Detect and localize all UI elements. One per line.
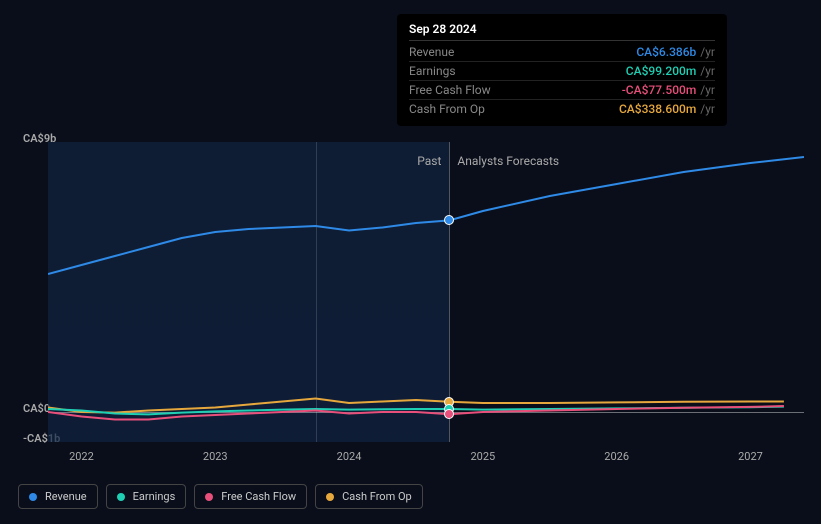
legend-label: Earnings: [133, 490, 176, 503]
tooltip-label: Free Cash Flow: [409, 83, 491, 97]
tooltip-unit: /yr: [700, 83, 715, 97]
tooltip-value: CA$6.386b: [636, 45, 696, 59]
tooltip-unit: /yr: [700, 64, 715, 78]
tooltip-date: Sep 28 2024: [409, 22, 715, 41]
x-axis-tick: 2026: [604, 450, 629, 463]
legend-dot-icon: [205, 493, 213, 501]
legend-label: Free Cash Flow: [221, 490, 296, 503]
hover-tooltip: Sep 28 2024 Revenue CA$6.386b /yr Earnin…: [397, 14, 727, 126]
tooltip-unit: /yr: [700, 102, 715, 116]
tooltip-label: Revenue: [409, 45, 454, 59]
x-axis-tick: 2023: [203, 450, 228, 463]
x-axis: 2022 2023 2024 2025 2026 2027: [48, 450, 804, 470]
legend-dot-icon: [326, 493, 334, 501]
series-line: [48, 157, 804, 274]
legend-label: Revenue: [45, 490, 87, 503]
tooltip-row: Cash From Op CA$338.600m /yr: [409, 100, 715, 118]
chart-lines: [48, 142, 804, 442]
x-axis-tick: 2024: [337, 450, 362, 463]
x-axis-tick: 2027: [738, 450, 763, 463]
tooltip-value: CA$338.600m: [619, 102, 696, 116]
chart-plot[interactable]: Past Analysts Forecasts: [48, 142, 804, 442]
tooltip-value: -CA$77.500m: [622, 83, 697, 97]
legend-item[interactable]: Cash From Op: [315, 484, 423, 509]
tooltip-label: Earnings: [409, 64, 456, 78]
legend-item[interactable]: Revenue: [18, 484, 98, 509]
tooltip-label: Cash From Op: [409, 102, 485, 116]
legend-dot-icon: [117, 493, 125, 501]
tooltip-unit: /yr: [700, 45, 715, 59]
y-axis-label: CA$0: [23, 402, 50, 415]
legend: Revenue Earnings Free Cash Flow Cash Fro…: [18, 484, 423, 509]
legend-item[interactable]: Free Cash Flow: [194, 484, 307, 509]
legend-dot-icon: [29, 493, 37, 501]
series-marker: [444, 409, 454, 419]
series-line: [48, 399, 784, 413]
chart-area: CA$9bCA$0-CA$1b Past Analysts Forecasts: [18, 132, 804, 442]
x-axis-tick: 2025: [470, 450, 495, 463]
tooltip-rows: Revenue CA$6.386b /yr Earnings CA$99.200…: [409, 43, 715, 118]
tooltip-row: Earnings CA$99.200m /yr: [409, 62, 715, 81]
legend-item[interactable]: Earnings: [106, 484, 187, 509]
series-marker: [444, 215, 454, 225]
legend-label: Cash From Op: [342, 490, 412, 503]
tooltip-row: Revenue CA$6.386b /yr: [409, 43, 715, 62]
x-axis-tick: 2022: [69, 450, 94, 463]
tooltip-value: CA$99.200m: [626, 64, 697, 78]
tooltip-row: Free Cash Flow -CA$77.500m /yr: [409, 81, 715, 100]
